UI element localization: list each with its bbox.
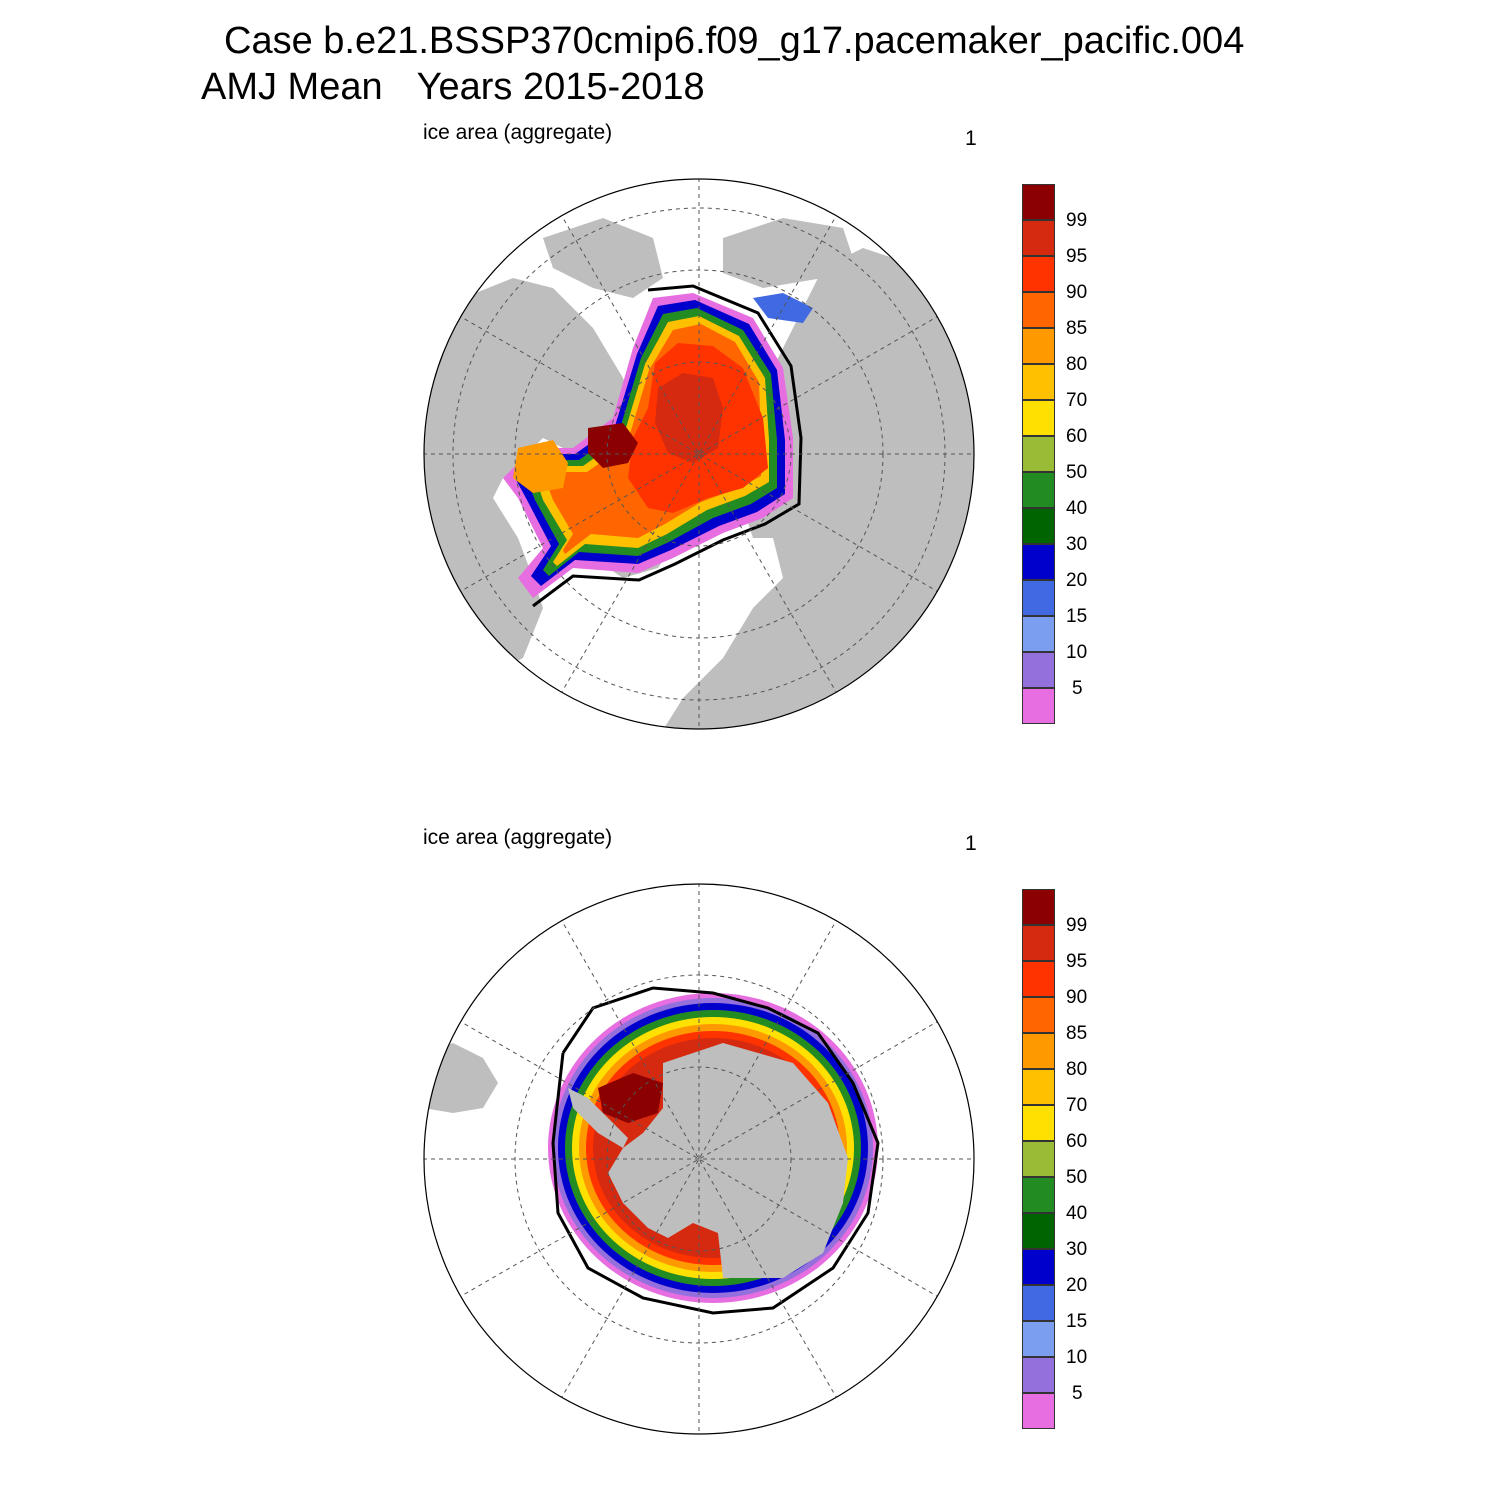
colorbar-swatch (1022, 436, 1055, 472)
arctic-ice-edge-contour (532, 284, 803, 608)
arctic-colorbar: 99 95 90 85 80 70 60 50 40 30 20 15 10 5 (1022, 184, 1142, 724)
colorbar-swatch (1022, 1069, 1055, 1105)
antarctic-peninsula (568, 1088, 628, 1148)
colorbar-swatch (1022, 1285, 1055, 1321)
colorbar-swatch (1022, 652, 1055, 688)
antarctica-landmass (608, 1043, 848, 1278)
antarctic-colorbar: 99 95 90 85 80 70 60 50 40 30 20 15 10 5 (1022, 889, 1142, 1429)
arctic-panel-label: ice area (aggregate) (423, 121, 613, 144)
colorbar-label: 30 (1066, 1239, 1088, 1260)
colorbar-swatch (1022, 1213, 1055, 1249)
colorbar-label: 85 (1066, 318, 1088, 339)
subtitle: AMJ Mean Years 2015-2018 (201, 66, 705, 109)
colorbar-swatch (1022, 256, 1055, 292)
arctic-graticule (424, 179, 974, 729)
colorbar-swatch (1022, 1033, 1055, 1069)
colorbar-swatch (1022, 1177, 1055, 1213)
colorbar-swatch (1022, 1141, 1055, 1177)
antarctic-panel-label: ice area (aggregate) (423, 826, 613, 849)
colorbar-swatch (1022, 328, 1055, 364)
colorbar-label: 99 (1066, 915, 1088, 936)
colorbar-swatch (1022, 1393, 1055, 1429)
colorbar-label: 90 (1066, 987, 1088, 1008)
antarctic-ice-edge-contour (551, 986, 880, 1315)
okhotsk-sea-ice (753, 293, 813, 323)
colorbar-swatch (1022, 220, 1055, 256)
colorbar-swatch (1022, 292, 1055, 328)
colorbar-label: 99 (1066, 210, 1088, 231)
years-label: Years 2015-2018 (416, 66, 705, 108)
colorbar-swatch (1022, 508, 1055, 544)
antarctic-polar-map (423, 883, 975, 1435)
colorbar-swatch (1022, 472, 1055, 508)
colorbar-swatch (1022, 1357, 1055, 1393)
eurasia-landmass (663, 248, 974, 729)
main-title: Case b.e21.BSSP370cmip6.f09_g17.pacemake… (224, 20, 1245, 62)
colorbar-swatch (1022, 1105, 1055, 1141)
hudson-bay-ice (513, 440, 568, 493)
colorbar-label: 60 (1066, 426, 1088, 447)
colorbar-label: 15 (1066, 1311, 1088, 1332)
colorbar-swatch (1022, 1321, 1055, 1357)
colorbar-label: 50 (1066, 1167, 1088, 1188)
colorbar-swatch (1022, 580, 1055, 616)
north-america-landmass (424, 278, 638, 678)
colorbar-label: 5 (1072, 1383, 1083, 1404)
colorbar-label: 5 (1072, 678, 1083, 699)
colorbar-label: 95 (1066, 246, 1088, 267)
colorbar-label: 50 (1066, 462, 1088, 483)
colorbar-swatch (1022, 997, 1055, 1033)
colorbar-label: 30 (1066, 534, 1088, 555)
colorbar-swatch (1022, 184, 1055, 220)
colorbar-label: 20 (1066, 570, 1088, 591)
alaska-landmass (543, 218, 663, 298)
colorbar-swatch (1022, 889, 1055, 925)
colorbar-swatch (1022, 400, 1055, 436)
arctic-map-border (423, 178, 975, 730)
colorbar-label: 70 (1066, 1095, 1088, 1116)
arctic-panel-number: 1 (965, 127, 977, 150)
colorbar-swatch (1022, 1249, 1055, 1285)
colorbar-label: 80 (1066, 354, 1088, 375)
colorbar-label: 40 (1066, 498, 1088, 519)
colorbar-label: 60 (1066, 1131, 1088, 1152)
arctic-polar-map (423, 178, 975, 730)
colorbar-label: 70 (1066, 390, 1088, 411)
colorbar-label: 90 (1066, 282, 1088, 303)
season-label: AMJ Mean (201, 66, 383, 108)
antarctic-graticule (424, 884, 974, 1434)
colorbar-label: 85 (1066, 1023, 1088, 1044)
arctic-archipelago-99pct (588, 423, 638, 468)
colorbar-label: 10 (1066, 642, 1088, 663)
colorbar-label: 10 (1066, 1347, 1088, 1368)
colorbar-label: 20 (1066, 1275, 1088, 1296)
colorbar-swatch (1022, 616, 1055, 652)
chukotka-landmass (723, 218, 853, 288)
colorbar-swatch (1022, 364, 1055, 400)
colorbar-label: 40 (1066, 1203, 1088, 1224)
colorbar-swatch (1022, 688, 1055, 724)
colorbar-swatch (1022, 925, 1055, 961)
colorbar-swatch (1022, 961, 1055, 997)
arctic-ice-95pct-core (655, 373, 723, 463)
colorbar-swatch (1022, 544, 1055, 580)
colorbar-label: 95 (1066, 951, 1088, 972)
antarctic-panel-number: 1 (965, 832, 977, 855)
colorbar-label: 15 (1066, 606, 1088, 627)
colorbar-label: 80 (1066, 1059, 1088, 1080)
antarctic-map-border (423, 883, 975, 1435)
